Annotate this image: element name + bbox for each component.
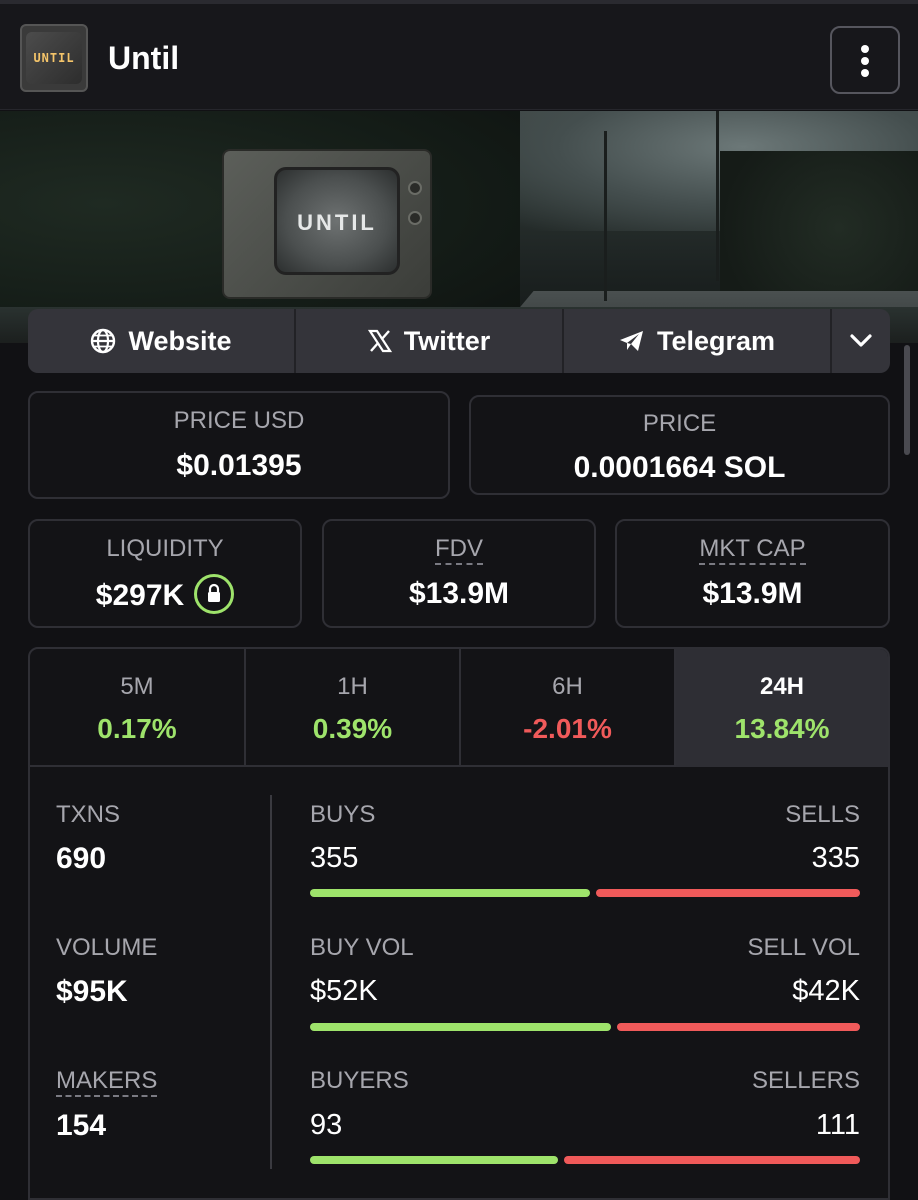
market-cap-value: $13.9M (702, 577, 803, 610)
txns-value: 690 (56, 842, 107, 875)
header: UNTIL Until (0, 4, 918, 110)
price-change-5m: 0.17% (97, 713, 177, 744)
sells-label: SELLS (785, 801, 860, 828)
volume-label: VOLUME (56, 934, 158, 961)
sellers-label: SELLERS (751, 1067, 860, 1094)
buys-bar-segment (310, 889, 590, 897)
page-scrollbar[interactable] (904, 345, 910, 455)
tv-illustration: UNTIL (222, 149, 432, 299)
volume-value: $95K (56, 975, 128, 1008)
market-cap-card: MKT CAP $13.9M (615, 519, 890, 628)
telegram-icon (619, 329, 645, 353)
buy-vol-label: BUY VOL (310, 934, 414, 961)
sells-value: 335 (811, 842, 860, 874)
price-change-1h: 0.39% (312, 713, 393, 744)
buyers-value: 93 (310, 1109, 343, 1141)
tab-1h[interactable]: 1H 0.39% (246, 649, 459, 767)
x-logo-icon (367, 329, 392, 353)
price-usd-label: PRICE USD (173, 407, 305, 434)
market-cap-label[interactable]: MKT CAP (699, 535, 806, 565)
tab-5m[interactable]: 5M 0.17% (30, 649, 244, 767)
sell-vol-value: $42K (792, 975, 860, 1007)
telegram-link-button[interactable]: Telegram (564, 309, 830, 373)
txns-label: TXNS (56, 801, 121, 828)
chevron-down-icon (849, 333, 873, 349)
makers-label[interactable]: MAKERS (56, 1067, 158, 1097)
volume-ratio-bar (310, 1023, 860, 1031)
website-link-button[interactable]: Website (28, 309, 294, 373)
liquidity-label: LIQUIDITY (106, 535, 224, 562)
price-usd-value: $0.01395 (176, 449, 302, 482)
buys-label: BUYS (310, 801, 376, 828)
liquidity-value: $297K (95, 578, 185, 612)
token-logo-text: UNTIL (33, 51, 75, 65)
tab-6h[interactable]: 6H -2.01% (461, 649, 674, 767)
liquidity-card: LIQUIDITY $297K (28, 519, 302, 628)
price-native-card: PRICE 0.0001664 SOL (469, 395, 890, 495)
sellers-bar-segment (564, 1156, 860, 1164)
twitter-link-button[interactable]: Twitter (296, 309, 562, 373)
sell-vol-bar-segment (617, 1023, 860, 1031)
timeframe-tabs: 5M 0.17% 1H 0.39% 6H -2.01% 24H 13.84% (30, 649, 888, 767)
price-change-6h: -2.01% (523, 713, 612, 744)
more-menu-button[interactable] (830, 26, 900, 94)
buys-value: 355 (310, 842, 359, 874)
top-edge (0, 0, 918, 4)
globe-icon (90, 328, 116, 354)
fdv-card: FDV $13.9M (322, 519, 596, 628)
website-link-label: Website (128, 325, 232, 356)
buyers-label: BUYERS (310, 1067, 409, 1094)
token-logo: UNTIL (20, 24, 88, 92)
makers-ratio-bar (310, 1156, 860, 1164)
banner-text: UNTIL (297, 210, 377, 235)
sellers-value: 111 (815, 1109, 860, 1141)
more-links-dropdown-button[interactable] (832, 309, 890, 373)
price-usd-card: PRICE USD $0.01395 (28, 391, 450, 499)
sells-bar-segment (596, 889, 860, 897)
token-name: Until (108, 40, 180, 76)
buyers-bar-segment (310, 1156, 558, 1164)
price-native-label: PRICE (642, 410, 717, 437)
stats-divider (270, 795, 272, 1169)
price-change-24h: 13.84% (734, 713, 830, 744)
lock-icon[interactable] (194, 574, 235, 614)
fdv-value: $13.9M (408, 577, 510, 610)
buy-vol-bar-segment (310, 1023, 611, 1031)
price-native-value: 0.0001664 SOL (573, 451, 786, 484)
social-links-bar: Website Twitter Telegram (28, 309, 890, 373)
fdv-label[interactable]: FDV (435, 535, 483, 565)
trading-stats-panel: 5M 0.17% 1H 0.39% 6H -2.01% 24H 13.84% T… (28, 647, 890, 1200)
telegram-link-label: Telegram (656, 325, 776, 356)
tab-24h[interactable]: 24H 13.84% (676, 649, 888, 767)
buys-sells-ratio-bar (310, 889, 860, 897)
twitter-link-label: Twitter (403, 325, 491, 356)
makers-value: 154 (56, 1109, 107, 1142)
sell-vol-label: SELL VOL (747, 934, 860, 961)
buy-vol-value: $52K (310, 975, 378, 1007)
